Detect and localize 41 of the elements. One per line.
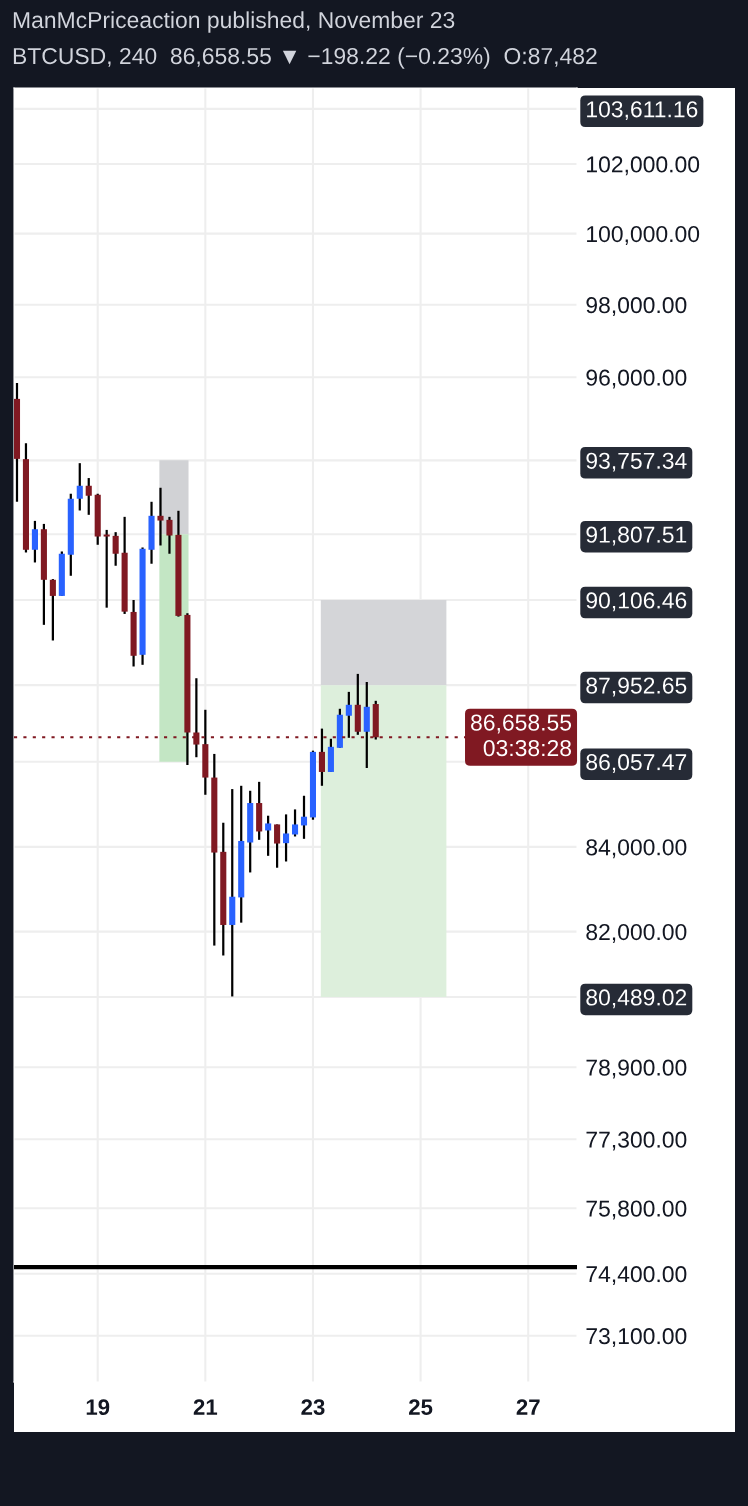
candlestick bbox=[49, 578, 56, 642]
candlestick bbox=[166, 515, 173, 555]
candlestick bbox=[291, 808, 299, 838]
chart-subtitle: BTCUSD, 240 86,658.55 ▼ −198.22 (−0.23%) O:87,482 bbox=[13, 47, 597, 69]
y-tick-label: 84,000.00 bbox=[586, 839, 687, 859]
y-tick-label: 77,300.00 bbox=[586, 1131, 687, 1151]
y-tick-label: 91,807.51 bbox=[586, 526, 687, 546]
y-tick-label: 86,057.47 bbox=[586, 754, 687, 774]
x-tick-label: 25 bbox=[409, 1399, 433, 1415]
candlestick bbox=[274, 823, 281, 869]
y-tick-label: 102,000.00 bbox=[587, 156, 700, 176]
y-tick-label: 82,000.00 bbox=[586, 923, 687, 943]
candlestick bbox=[300, 794, 308, 840]
candlestick bbox=[31, 519, 38, 564]
x-tick-label: 19 bbox=[86, 1399, 110, 1415]
y-tick-label: 93,757.34 bbox=[586, 452, 687, 472]
candlestick bbox=[265, 814, 272, 857]
x-tick-label: 23 bbox=[301, 1399, 325, 1416]
candlestick bbox=[76, 462, 83, 512]
candlestick bbox=[157, 486, 164, 547]
y-tick-label: 103,611.16 bbox=[587, 101, 698, 121]
x-tick-label: 21 bbox=[193, 1399, 218, 1415]
chart-title: ManMcPriceaction published, November 23 bbox=[13, 11, 455, 33]
y-tick-label: 75,800.00 bbox=[586, 1200, 687, 1220]
candlestick bbox=[103, 528, 110, 609]
candlestick bbox=[283, 813, 290, 863]
candlestick bbox=[229, 787, 236, 998]
y-tick-label: 98,000.00 bbox=[586, 297, 687, 316]
y-tick-label: 96,000.00 bbox=[586, 369, 687, 389]
candlestick bbox=[345, 690, 352, 739]
y-tick-label: 74,400.00 bbox=[586, 1266, 687, 1285]
y-tick-label: 87,952.65 bbox=[586, 677, 687, 697]
y-tick-label: 90,106.46 bbox=[586, 592, 687, 612]
x-tick-label: 27 bbox=[516, 1399, 540, 1415]
y-tick-label: 80,489.02 bbox=[586, 989, 687, 1009]
candlestick bbox=[85, 476, 92, 516]
y-tick-label: 73,100.00 bbox=[586, 1328, 687, 1347]
y-tick-label: 100,000.00 bbox=[587, 225, 700, 245]
candlestick bbox=[112, 531, 119, 567]
ref-line-label: 86,658.55 03:38:28 bbox=[471, 714, 572, 757]
y-tick-label: 78,900.00 bbox=[586, 1059, 687, 1079]
